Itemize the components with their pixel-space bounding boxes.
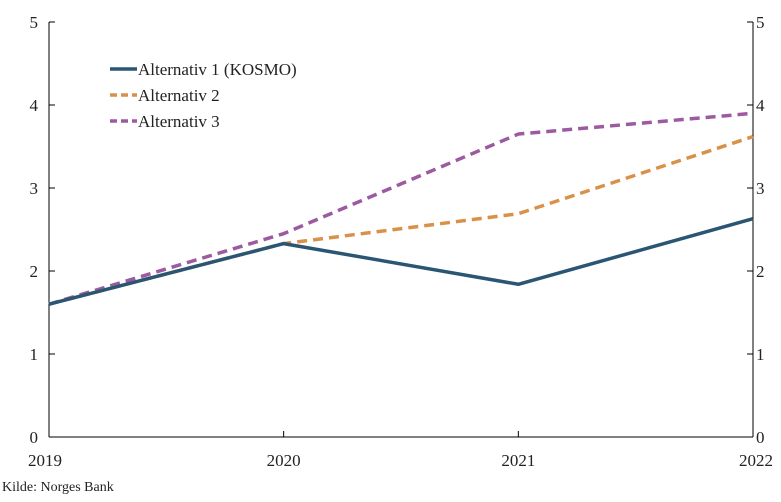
- y-tick-label-right: 0: [756, 428, 765, 447]
- axes: [48, 21, 754, 438]
- y-tick-label-left: 5: [30, 13, 39, 32]
- source-note: Kilde: Norges Bank: [2, 480, 114, 495]
- x-tick-label: 2019: [28, 451, 62, 470]
- y-tick-label-right: 5: [756, 13, 765, 32]
- y-tick-label-left: 1: [30, 345, 39, 364]
- legend-label-3: Alternativ 3: [138, 112, 220, 131]
- series-line-3: [48, 111, 754, 306]
- legend-label-1: Alternativ 1 (KOSMO): [138, 60, 297, 79]
- y-tick-label-left: 4: [30, 96, 39, 115]
- x-tick-label: 2022: [739, 451, 773, 470]
- y-tick-label-right: 3: [756, 179, 765, 198]
- y-tick-label-right: 1: [756, 345, 765, 364]
- legend: Alternativ 1 (KOSMO) Alternativ 2 Alternat…: [110, 60, 297, 131]
- x-tick-label: 2021: [501, 451, 535, 470]
- y-tick-label-right: 4: [756, 96, 765, 115]
- y-tick-label-left: 2: [30, 262, 39, 281]
- series-line-1: [48, 217, 754, 306]
- legend-label-2: Alternativ 2: [138, 86, 220, 105]
- series-line-2: [48, 134, 754, 306]
- tick-labels: 0 0 1 1 2 2 3 3 4 4 5 5 2019 2020 2021 2022: [28, 13, 773, 470]
- series-lines: [48, 111, 754, 306]
- x-tick-label: 2020: [267, 451, 301, 470]
- y-tick-label-left: 0: [30, 428, 39, 447]
- y-tick-label-right: 2: [756, 262, 765, 281]
- y-tick-label-left: 3: [30, 179, 39, 198]
